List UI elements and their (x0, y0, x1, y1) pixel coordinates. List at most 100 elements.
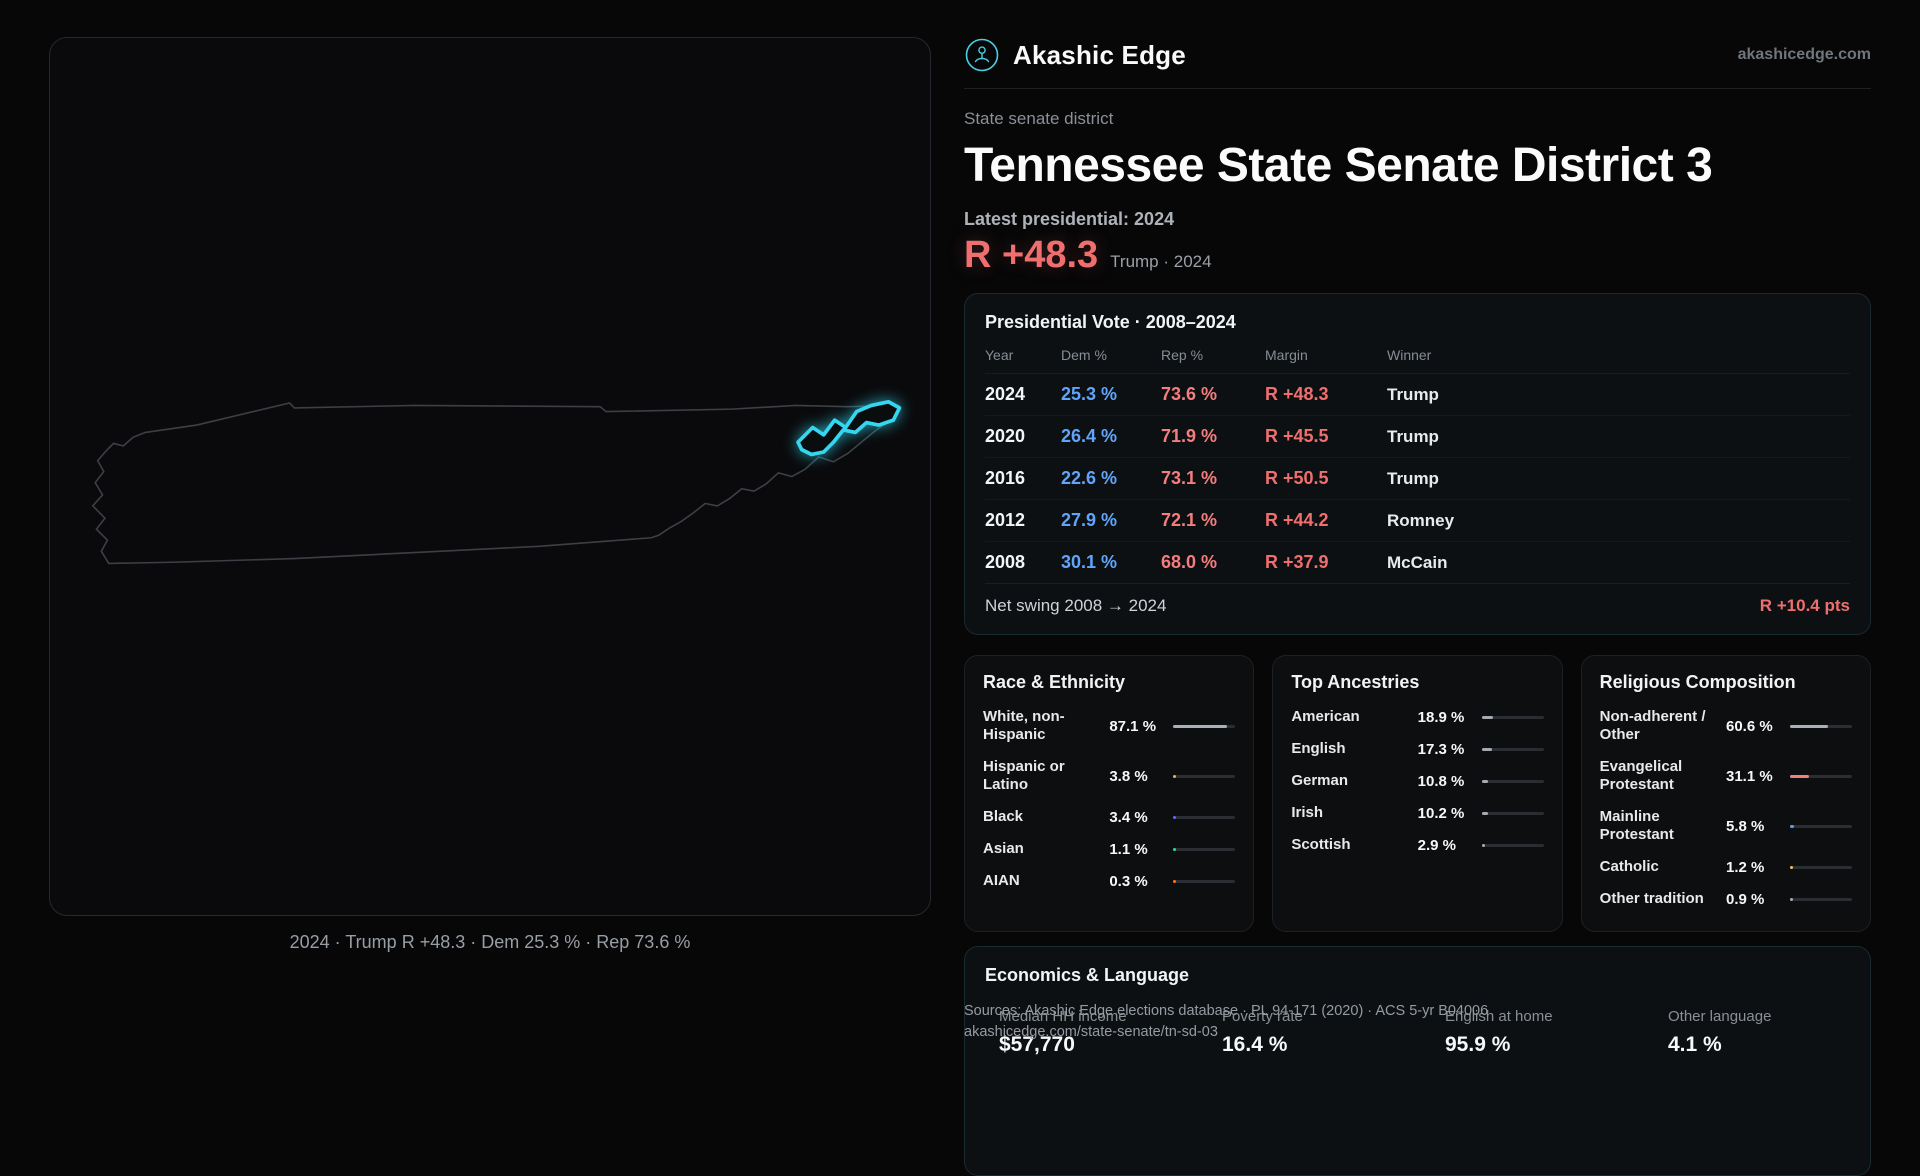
item-value: 60.6 % (1725, 717, 1773, 735)
panel-title: Economics & Language (985, 965, 1190, 985)
list-item: Other tradition 0.9 % (1600, 883, 1852, 915)
panel-title: Top Ancestries (1291, 672, 1420, 692)
bar-track (1173, 879, 1236, 883)
top-ancestries-panel: Top Ancestries American 18.9 % English 1… (1272, 655, 1563, 932)
item-label: Scottish (1291, 836, 1351, 853)
item-value: 17.3 % (1417, 740, 1465, 758)
item-label: White, non-Hispanic (983, 708, 1065, 743)
stat-value: 95.9 % (1445, 1033, 1511, 1056)
sources-block: Sources: Akashic Edge elections database… (964, 1001, 1488, 1043)
state-outline (91, 402, 900, 565)
bar-fill (1173, 724, 1228, 728)
map-caption: 2024 · Trump R +48.3 · Dem 25.3 % · Rep … (289, 932, 691, 952)
margin-detail: Trump · 2024 (1110, 252, 1212, 271)
bar-fill (1173, 774, 1177, 778)
col-winner: Winner (1387, 347, 1432, 363)
item-label: Irish (1291, 804, 1324, 821)
cell-year: 2020 (985, 426, 1026, 446)
panel-title: Presidential Vote · 2008–2024 (985, 312, 1236, 332)
bar-fill (1173, 879, 1177, 883)
cell-margin: R +44.2 (1265, 510, 1329, 530)
panel-title: Race & Ethnicity (983, 672, 1126, 692)
source-url: akashicedge.com/state-senate/tn-sd-03 (964, 1024, 1218, 1040)
tennessee-map (91, 399, 902, 565)
bar-track (1789, 724, 1852, 728)
list-item: Hispanic or Latino 3.8 % (983, 751, 1236, 801)
table-header: Year Dem % Rep % Margin Winner (985, 347, 1850, 374)
item-label: German (1291, 772, 1349, 789)
bar-track (1173, 847, 1236, 851)
stat-value: 16.4 % (1222, 1033, 1288, 1056)
list-item: Black 3.4 % (983, 801, 1236, 833)
bar-track (1481, 747, 1544, 751)
bar-fill (1173, 847, 1177, 851)
cell-winner: Trump (1387, 468, 1439, 488)
stat-label: Other language (1668, 1008, 1772, 1025)
cell-year: 2012 (985, 510, 1026, 530)
item-label: Non-adherent / Other (1599, 708, 1706, 743)
bar-fill (1481, 843, 1485, 847)
stat: English at home 95.9 % (1445, 1008, 1668, 1057)
item-value: 10.8 % (1417, 772, 1465, 790)
religious-composition-panel: Religious Composition Non-adherent / Oth… (1580, 655, 1871, 932)
bar-track (1481, 779, 1544, 783)
item-label: Black (983, 808, 1024, 825)
bar-track (1789, 774, 1852, 778)
item-label: English (1291, 740, 1346, 757)
sources-line: Sources: Akashic Edge elections database… (964, 1003, 1489, 1019)
item-value: 87.1 % (1109, 717, 1157, 735)
item-value: 0.3 % (1109, 872, 1148, 890)
table-row: 2008 30.1 % 68.0 % R +37.9 McCain (985, 542, 1850, 583)
col-rep: Rep % (1161, 347, 1204, 363)
bar-fill (1481, 715, 1494, 719)
district-3-shape[interactable] (796, 399, 902, 457)
item-label: Evangelical Protestant (1599, 758, 1683, 793)
stat-label: Poverty rate (1222, 1008, 1303, 1025)
bar-track (1173, 724, 1236, 728)
bar-track (1789, 897, 1852, 901)
map-column: 2024 · Trump R +48.3 · Dem 25.3 % · Rep … (49, 37, 931, 1080)
stat-label: Median HH income (999, 1008, 1127, 1025)
cell-dem-pct: 27.9 % (1061, 510, 1118, 530)
item-label: American (1291, 708, 1360, 725)
latest-presidential-label: Latest presidential: 2024 (964, 209, 1175, 229)
econ-stats: Median HH income $57,770 Poverty rate 16… (985, 1008, 1850, 1057)
bar-track (1173, 774, 1236, 778)
list-item: Catholic 1.2 % (1600, 851, 1852, 883)
header-bar: Akashic Edge akashicedge.com (964, 37, 1871, 89)
cell-dem-pct: 25.3 % (1061, 384, 1118, 404)
cell-dem-pct: 30.1 % (1061, 552, 1118, 572)
item-label: Hispanic or Latino (983, 758, 1065, 793)
item-label: Mainline Protestant (1599, 808, 1674, 843)
brand: Akashic Edge (964, 37, 1186, 73)
report-column: Akashic Edge akashicedge.com State senat… (964, 37, 1871, 1176)
brand-logo-icon (965, 38, 999, 72)
col-year: Year (985, 347, 1014, 363)
presidential-rows: 2024 25.3 % 73.6 % R +48.3 Trump 2020 26… (985, 374, 1850, 583)
net-swing-row: Net swing 2008 → 2024 R +10.4 pts (985, 583, 1850, 622)
cell-year: 2024 (985, 384, 1026, 404)
bar-track (1481, 715, 1544, 719)
item-value: 1.2 % (1725, 858, 1765, 876)
item-value: 18.9 % (1417, 708, 1465, 726)
cell-dem-pct: 26.4 % (1061, 426, 1118, 446)
cell-rep-pct: 68.0 % (1161, 552, 1218, 572)
brand-name: Akashic Edge (1013, 39, 1186, 70)
list-item: Asian 1.1 % (983, 833, 1236, 865)
cell-winner: Trump (1387, 384, 1439, 404)
list-item: English 17.3 % (1291, 733, 1544, 765)
page-title: Tennessee State Senate District 3 (964, 139, 1713, 192)
bar-track (1173, 815, 1236, 819)
cell-year: 2016 (985, 468, 1026, 488)
race-ethnicity-panel: Race & Ethnicity White, non-Hispanic 87.… (964, 655, 1255, 932)
headline-margin: R +48.3 Trump · 2024 (964, 234, 1871, 277)
list-item: Evangelical Protestant 31.1 % (1600, 751, 1852, 801)
col-dem: Dem % (1061, 347, 1107, 363)
cell-year: 2008 (985, 552, 1026, 572)
cell-rep-pct: 73.1 % (1161, 468, 1218, 488)
item-label: Catholic (1599, 858, 1659, 875)
net-swing-label: Net swing 2008 → 2024 (985, 596, 1167, 615)
demographics-row: Race & Ethnicity White, non-Hispanic 87.… (964, 655, 1871, 932)
brand-domain-link[interactable]: akashicedge.com (1737, 46, 1871, 63)
cell-winner: Trump (1387, 426, 1439, 446)
